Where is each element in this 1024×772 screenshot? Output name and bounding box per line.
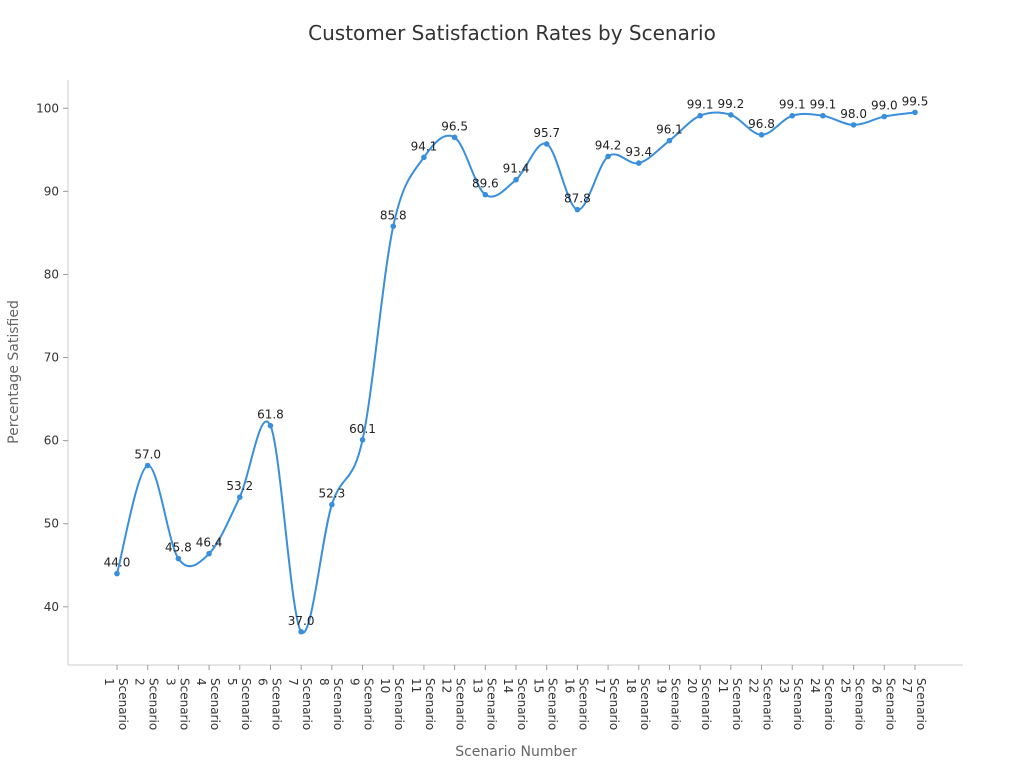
- data-point: [175, 555, 182, 562]
- x-tick-label: Scenario10: [378, 678, 406, 730]
- x-tick-label: Scenario12: [440, 678, 468, 730]
- y-tick-label: 80: [44, 267, 59, 281]
- data-label: 44.0: [104, 556, 131, 570]
- x-tick-label: Scenario20: [685, 678, 713, 730]
- data-point: [206, 550, 212, 557]
- data-label: 91.4: [503, 162, 530, 176]
- data-point: [298, 628, 304, 635]
- data-point: [359, 437, 366, 443]
- data-label: 99.0: [871, 99, 898, 113]
- x-tick-label: Scenario21: [716, 678, 744, 730]
- x-tick-label: Scenario17: [593, 678, 621, 730]
- x-tick-label: Scenario14: [501, 678, 529, 730]
- y-tick-label: 100: [36, 101, 59, 115]
- x-tick-label: Scenario19: [654, 678, 682, 730]
- data-label: 87.8: [564, 192, 591, 206]
- data-label: 99.1: [810, 98, 837, 112]
- x-tick-label: Scenario5: [225, 678, 253, 730]
- data-point: [236, 494, 243, 500]
- data-point: [482, 191, 489, 198]
- data-label: 94.1: [411, 139, 438, 153]
- data-label: 99.2: [717, 97, 744, 111]
- data-point: [820, 112, 826, 119]
- y-tick-label: 60: [44, 434, 59, 448]
- data-point: [390, 223, 397, 230]
- data-label: 99.1: [779, 98, 806, 112]
- data-label: 95.7: [533, 126, 560, 140]
- x-tick-label: Scenario15: [532, 678, 560, 730]
- data-label: 96.8: [748, 117, 775, 131]
- data-point: [144, 462, 151, 469]
- data-point: [267, 422, 274, 429]
- data-label: 60.1: [349, 422, 376, 436]
- data-label: 94.2: [595, 138, 622, 152]
- y-tick-label: 50: [44, 517, 59, 531]
- y-tick-label: 70: [44, 351, 59, 365]
- x-tick-label: Scenario9: [348, 678, 376, 730]
- data-label: 98.0: [840, 107, 867, 121]
- data-point: [114, 570, 120, 577]
- data-label: 61.8: [257, 408, 284, 422]
- x-tick-label: Scenario11: [409, 678, 437, 730]
- data-label: 99.1: [687, 98, 714, 112]
- x-tick-label: Scenario3: [163, 678, 191, 730]
- data-point: [881, 113, 888, 120]
- chart-title: Customer Satisfaction Rates by Scenario: [308, 21, 716, 45]
- data-point: [758, 132, 765, 138]
- data-point: [451, 134, 458, 141]
- data-point: [513, 176, 519, 183]
- x-tick-label: Scenario4: [194, 678, 222, 730]
- x-tick-label: Scenario18: [624, 678, 652, 730]
- data-point: [635, 160, 642, 166]
- data-point: [605, 153, 611, 160]
- y-axis-label: Percentage Satisfied: [6, 300, 22, 444]
- data-point: [789, 112, 796, 119]
- x-tick-label: Scenario22: [747, 678, 775, 730]
- x-tick-label: Scenario25: [839, 678, 867, 730]
- data-point: [421, 154, 427, 161]
- data-point: [697, 112, 703, 119]
- x-tick-label: Scenario2: [133, 678, 161, 730]
- data-label: 53.2: [226, 479, 253, 493]
- y-tick-label: 90: [44, 184, 59, 198]
- data-label: 45.8: [165, 541, 192, 555]
- data-label: 57.0: [134, 448, 161, 462]
- data-point: [543, 141, 550, 147]
- series-line: [116, 111, 916, 634]
- data-label: 46.4: [196, 536, 223, 550]
- x-tick-label: Scenario27: [900, 678, 928, 730]
- data-point: [329, 501, 335, 508]
- x-axis-label: Scenario Number: [455, 744, 577, 760]
- data-point: [728, 112, 734, 118]
- x-tick-label: Scenario23: [777, 678, 805, 730]
- x-tick-label: Scenario8: [317, 678, 345, 730]
- data-label: 96.1: [656, 123, 683, 137]
- x-tick-label: Scenario16: [562, 678, 590, 730]
- x-tick-label: Scenario7: [286, 678, 314, 730]
- data-point: [666, 137, 673, 144]
- data-label: 85.8: [380, 208, 407, 222]
- data-label: 93.4: [625, 145, 652, 159]
- data-point: [912, 109, 918, 116]
- data-point: [574, 206, 581, 213]
- data-label: 37.0: [288, 614, 315, 628]
- data-label: 99.5: [902, 94, 929, 108]
- x-tick-label: Scenario1: [102, 678, 130, 730]
- data-label: 52.3: [318, 487, 345, 501]
- data-label: 89.6: [472, 177, 499, 191]
- y-tick-label: 40: [44, 600, 59, 614]
- x-tick-label: Scenario6: [255, 678, 283, 730]
- data-label: 96.5: [441, 119, 468, 133]
- x-tick-label: Scenario24: [808, 678, 836, 730]
- data-point: [850, 122, 857, 128]
- x-tick-label: Scenario26: [869, 678, 897, 730]
- x-tick-label: Scenario13: [470, 678, 498, 730]
